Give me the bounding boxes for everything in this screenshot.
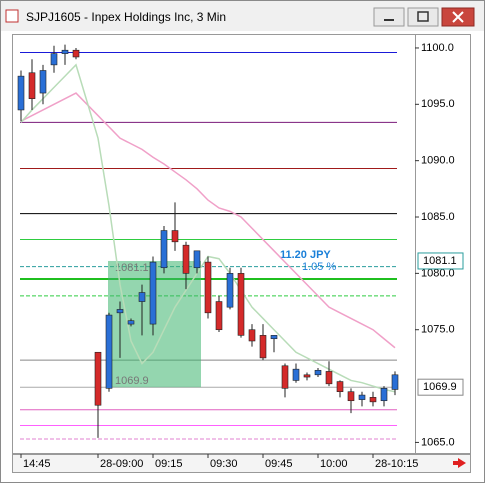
- candle-body: [204, 261, 212, 314]
- measure-low-label: 1069.9: [115, 375, 149, 387]
- candle-body: [380, 388, 388, 402]
- candle-body: [226, 273, 234, 308]
- x-tick-label: 10:00: [320, 458, 348, 470]
- candle-body: [336, 381, 344, 393]
- candle-body: [215, 301, 223, 331]
- moving-average: [20, 92, 396, 349]
- moving-average: [20, 63, 396, 393]
- x-tick-label: 09:45: [265, 458, 293, 470]
- candle-body: [270, 335, 278, 340]
- candle-body: [39, 70, 47, 94]
- window-title: SJPJ1605 - Inpex Holdings Inc, 3 Min: [26, 10, 226, 24]
- x-tick-label: 09:30: [210, 458, 238, 470]
- y-tick-label: 1095.0: [421, 98, 455, 110]
- x-tick-label: 28-09:00: [100, 458, 143, 470]
- measure-high-label: 1081.1: [115, 262, 149, 274]
- price-marker: [417, 378, 464, 396]
- candle-body: [61, 49, 69, 54]
- app-icon: [5, 9, 19, 23]
- measure-percent: 1.05 %: [302, 261, 336, 273]
- candle-body: [314, 369, 322, 376]
- candle-body: [50, 53, 58, 66]
- candle-body: [171, 230, 179, 243]
- candle-body: [325, 371, 333, 385]
- candle-body: [116, 309, 124, 314]
- candle-body: [127, 320, 135, 325]
- candle-body: [391, 374, 399, 390]
- price-marker-label: 1081.1: [423, 255, 457, 267]
- y-tick-label: 1075.0: [421, 324, 455, 336]
- candle-body: [105, 314, 113, 389]
- candle-body: [303, 374, 311, 378]
- candle-body: [193, 250, 201, 269]
- scroll-arrow[interactable]: [453, 458, 466, 468]
- candle-body: [248, 329, 256, 342]
- candle-body: [292, 368, 300, 381]
- candle-body: [160, 230, 168, 269]
- candle-body: [149, 261, 157, 325]
- y-tick-label: 1065.0: [421, 436, 455, 448]
- candle-body: [72, 49, 80, 58]
- price-marker: [417, 252, 464, 270]
- x-tick-label: 28-10:15: [375, 458, 418, 470]
- y-tick-label: 1090.0: [421, 155, 455, 167]
- minimize-button[interactable]: [373, 7, 405, 27]
- candle-body: [358, 394, 366, 400]
- y-tick-label: 1080.0: [421, 267, 455, 279]
- candle-body: [182, 244, 190, 274]
- candle-body: [94, 351, 102, 406]
- candle-body: [347, 391, 355, 402]
- time-axis: [12, 454, 471, 473]
- x-tick-label: 09:15: [155, 458, 183, 470]
- candle-body: [28, 72, 36, 99]
- close-icon: [452, 11, 464, 23]
- candle-body: [259, 335, 267, 359]
- candle-body: [281, 365, 289, 389]
- measure-change: 11.20 JPY: [280, 249, 331, 261]
- candle-body: [138, 292, 146, 302]
- y-tick-label: 1085.0: [421, 211, 455, 223]
- x-tick-label: 14:45: [23, 458, 51, 470]
- maximize-icon: [417, 11, 429, 22]
- candle-body: [237, 273, 245, 336]
- price-marker-label: 1069.9: [423, 381, 457, 393]
- y-tick-label: 1100.0: [421, 42, 454, 54]
- candle-body: [369, 397, 377, 403]
- candle-body: [17, 75, 25, 111]
- maximize-button[interactable]: [407, 7, 439, 27]
